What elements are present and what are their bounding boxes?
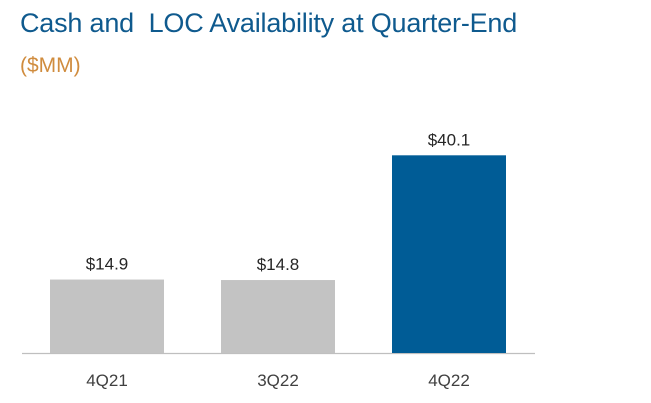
data-label-3q22: $14.8 bbox=[257, 255, 300, 274]
data-label-4q22: $40.1 bbox=[428, 130, 471, 149]
bar-4q21 bbox=[50, 279, 164, 353]
x-tick-label-4q22: 4Q22 bbox=[428, 371, 470, 390]
bar-3q22 bbox=[221, 280, 335, 353]
x-tick-label-4q21: 4Q21 bbox=[86, 371, 128, 390]
chart-subtitle: ($MM) bbox=[20, 54, 81, 77]
chart-title: Cash and LOC Availability at Quarter-End bbox=[20, 8, 518, 38]
bar-4q22 bbox=[392, 155, 506, 353]
data-label-4q21: $14.9 bbox=[86, 255, 129, 274]
x-tick-label-3q22: 3Q22 bbox=[257, 371, 299, 390]
